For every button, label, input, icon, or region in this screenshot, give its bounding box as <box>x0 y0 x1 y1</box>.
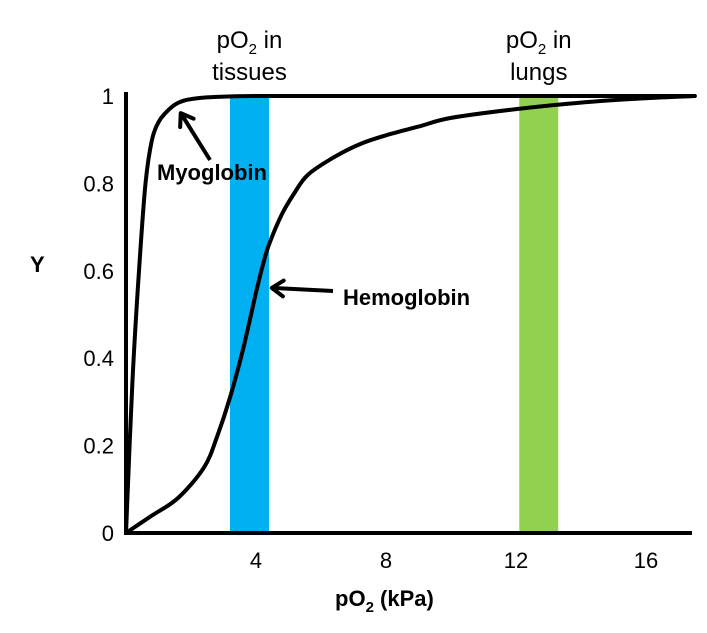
x-tick-label: 12 <box>504 548 528 573</box>
arrow-head <box>269 278 286 299</box>
y-tick-label: 0 <box>102 521 114 546</box>
series-hemoglobin-line <box>124 94 697 535</box>
band-label-sub: 2 <box>249 41 257 58</box>
band-label-rest: in <box>257 27 282 54</box>
band-label-rest: in <box>546 27 571 54</box>
y-tick-label: 0.6 <box>83 259 114 284</box>
x-tick-label: 4 <box>250 548 262 573</box>
band-label-lungs-line1: pO2 in <box>506 27 572 58</box>
band-label-prefix: pO <box>506 27 538 54</box>
x-axis-title-sub: 2 <box>366 599 374 616</box>
x-tick-label: 8 <box>380 548 392 573</box>
y-tick-label: 1 <box>102 84 114 109</box>
arrow-shaft <box>271 285 334 293</box>
band-label-tissues-line2: tissues <box>212 59 287 86</box>
band-lungs <box>519 96 559 533</box>
curves-layer <box>124 93 697 535</box>
ticks-layer: 0 0.2 0.4 0.6 0.8 1 4 8 12 16 <box>83 84 658 573</box>
annotation-arrow-myoglobin <box>178 111 212 162</box>
annotation-myoglobin: Myoglobin <box>157 160 267 185</box>
y-axis-title: Y <box>30 252 45 277</box>
series-myoglobin-line <box>124 93 697 535</box>
band-label-prefix: pO <box>217 27 249 54</box>
y-tick-label: 0.4 <box>83 346 114 371</box>
bands-layer <box>230 96 559 533</box>
arrow-head <box>178 111 196 130</box>
annotation-arrow-hemoglobin <box>269 278 334 299</box>
y-tick-label: 0.2 <box>83 434 114 459</box>
y-tick-label: 0.8 <box>83 171 114 196</box>
x-axis-title: pO2 (kPa) <box>335 586 434 616</box>
arrow-shaft <box>179 112 212 162</box>
band-label-lungs-line2: lungs <box>510 59 567 86</box>
band-label-sub: 2 <box>538 41 546 58</box>
x-tick-label: 16 <box>634 548 658 573</box>
x-axis-title-suffix: (kPa) <box>374 586 434 611</box>
annotation-hemoglobin: Hemoglobin <box>343 285 470 310</box>
band-label-tissues-line1: pO2 in <box>217 27 283 58</box>
x-axis-title-prefix: pO <box>335 586 366 611</box>
annotations-layer: Myoglobin Hemoglobin <box>157 111 470 310</box>
